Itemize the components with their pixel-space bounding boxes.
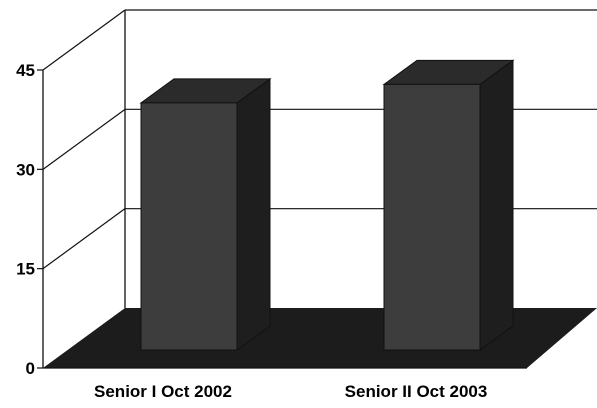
chart-floor bbox=[43, 308, 597, 369]
bar-1 bbox=[383, 83, 481, 351]
x-tick-label-0: Senior I Oct 2002 bbox=[94, 382, 232, 401]
chart-bars bbox=[139, 59, 515, 351]
chart-floor-plane bbox=[43, 308, 597, 368]
y-tick-label-0: 0 bbox=[26, 359, 35, 378]
gridline-side-1 bbox=[42, 208, 126, 270]
gridline-side-3 bbox=[42, 9, 126, 71]
y-tick-label-2: 30 bbox=[16, 160, 35, 179]
x-tick-label-1: Senior II Oct 2003 bbox=[345, 382, 488, 401]
x-axis-ticks: Senior I Oct 2002 Senior II Oct 2003 bbox=[94, 382, 487, 401]
bar-0 bbox=[140, 102, 238, 351]
gridline-side-2 bbox=[42, 108, 126, 170]
y-tick-label-1: 15 bbox=[16, 260, 35, 279]
bar-side-1 bbox=[479, 59, 514, 351]
y-tick-label-3: 45 bbox=[16, 61, 35, 80]
y-axis-ticks: 0 15 30 45 bbox=[16, 61, 43, 378]
bar-side-0 bbox=[236, 77, 271, 351]
